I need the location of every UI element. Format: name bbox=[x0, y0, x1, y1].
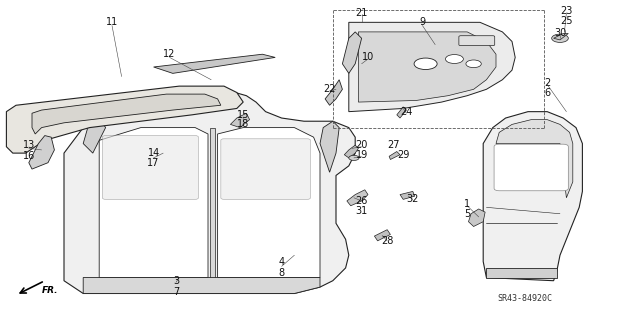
Polygon shape bbox=[347, 190, 368, 206]
Text: 29: 29 bbox=[397, 150, 410, 160]
Text: 16: 16 bbox=[22, 151, 35, 161]
Circle shape bbox=[349, 155, 359, 160]
Polygon shape bbox=[154, 54, 275, 73]
Polygon shape bbox=[230, 113, 250, 128]
Polygon shape bbox=[468, 209, 485, 226]
Polygon shape bbox=[483, 112, 582, 281]
Polygon shape bbox=[486, 268, 557, 278]
Text: 20: 20 bbox=[355, 140, 368, 150]
Text: 19: 19 bbox=[355, 150, 368, 160]
Text: 17: 17 bbox=[147, 158, 160, 168]
Polygon shape bbox=[496, 120, 573, 198]
Text: SR43-84920C: SR43-84920C bbox=[497, 294, 552, 303]
Text: 24: 24 bbox=[400, 107, 413, 117]
Polygon shape bbox=[6, 86, 243, 153]
Text: 21: 21 bbox=[355, 8, 368, 18]
Text: FR.: FR. bbox=[42, 286, 58, 295]
Polygon shape bbox=[358, 32, 496, 102]
Text: 8: 8 bbox=[278, 268, 285, 278]
Text: 32: 32 bbox=[406, 194, 419, 204]
Polygon shape bbox=[29, 136, 54, 169]
FancyBboxPatch shape bbox=[221, 139, 310, 199]
Text: 22: 22 bbox=[323, 84, 336, 94]
Circle shape bbox=[414, 58, 437, 70]
Polygon shape bbox=[344, 145, 358, 158]
Text: 27: 27 bbox=[387, 140, 400, 150]
FancyBboxPatch shape bbox=[494, 144, 568, 191]
Text: 1: 1 bbox=[464, 199, 470, 209]
Text: 26: 26 bbox=[355, 196, 368, 206]
Polygon shape bbox=[210, 128, 215, 278]
Polygon shape bbox=[389, 152, 400, 160]
Polygon shape bbox=[349, 22, 515, 112]
Text: 4: 4 bbox=[278, 256, 285, 267]
Text: 13: 13 bbox=[22, 140, 35, 150]
Text: 31: 31 bbox=[355, 205, 368, 216]
Text: 6: 6 bbox=[544, 87, 550, 98]
Polygon shape bbox=[320, 121, 339, 172]
Text: 7: 7 bbox=[173, 287, 179, 297]
FancyBboxPatch shape bbox=[459, 36, 495, 46]
Polygon shape bbox=[554, 33, 568, 40]
Circle shape bbox=[445, 55, 463, 63]
Polygon shape bbox=[99, 128, 208, 278]
Text: 12: 12 bbox=[163, 49, 176, 59]
Circle shape bbox=[552, 34, 568, 42]
Polygon shape bbox=[83, 118, 106, 153]
Text: 28: 28 bbox=[381, 236, 394, 246]
FancyBboxPatch shape bbox=[102, 136, 198, 199]
Polygon shape bbox=[400, 191, 415, 199]
Polygon shape bbox=[32, 94, 221, 134]
Polygon shape bbox=[325, 80, 342, 105]
Text: 14: 14 bbox=[147, 148, 160, 158]
Circle shape bbox=[466, 60, 481, 68]
Text: 30: 30 bbox=[554, 28, 566, 39]
Polygon shape bbox=[374, 230, 390, 241]
Text: 23: 23 bbox=[560, 6, 573, 16]
Polygon shape bbox=[218, 128, 320, 278]
Text: 2: 2 bbox=[544, 78, 550, 88]
Text: 10: 10 bbox=[362, 52, 374, 63]
Text: 5: 5 bbox=[464, 209, 470, 219]
Text: 3: 3 bbox=[173, 276, 179, 286]
Text: 9: 9 bbox=[419, 17, 426, 27]
Polygon shape bbox=[64, 89, 355, 293]
Polygon shape bbox=[342, 32, 362, 73]
Text: 11: 11 bbox=[106, 17, 118, 27]
Polygon shape bbox=[83, 278, 320, 293]
Text: 25: 25 bbox=[560, 16, 573, 26]
Text: 15: 15 bbox=[237, 110, 250, 120]
Polygon shape bbox=[397, 107, 406, 118]
Text: 18: 18 bbox=[237, 119, 250, 130]
